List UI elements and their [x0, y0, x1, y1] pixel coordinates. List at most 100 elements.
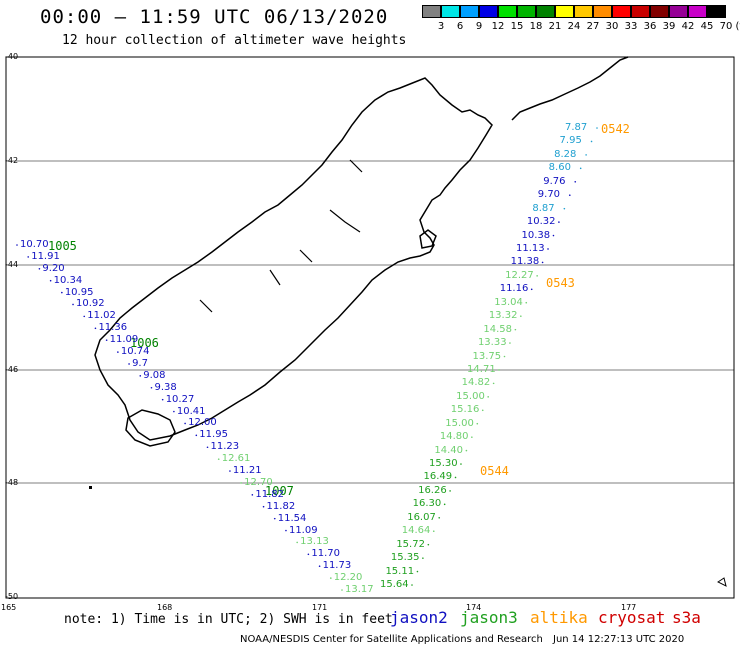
track-point: [427, 543, 430, 546]
track-point: [61, 291, 63, 294]
track-point: [590, 140, 593, 143]
track-point: [471, 436, 473, 438]
track-point: [83, 315, 86, 318]
wave-height-label: 10.38: [521, 229, 551, 241]
lon-label: 177: [621, 603, 637, 612]
wave-height-label: 13.13: [300, 536, 329, 548]
wave-height-label: 13.75: [472, 350, 502, 362]
track-point: [139, 375, 142, 377]
track-point: [262, 505, 265, 508]
wave-height-label: 9.7: [132, 357, 148, 369]
track-point: [161, 398, 164, 401]
legend-label: 70: [719, 21, 733, 32]
wave-height-label: 15.16: [450, 404, 480, 416]
track-point: [128, 363, 130, 365]
track-west-dots: [16, 244, 343, 591]
sat-jason2: jason2: [390, 608, 448, 627]
track-point: [16, 244, 18, 246]
track-point: [416, 570, 419, 573]
sat-jason3: jason3: [460, 608, 518, 627]
track-point: [206, 446, 209, 449]
wave-height-label: 10.95: [64, 286, 94, 298]
wave-height-label: 16.07: [407, 511, 436, 523]
legend-label: 21: [548, 21, 562, 32]
wave-height-label: 10.41: [176, 405, 206, 417]
track-point: [492, 382, 495, 385]
lon-label: 174: [466, 603, 482, 612]
legend-swatch: [669, 5, 688, 18]
legend-label: 9: [475, 21, 483, 32]
legend-label: 18: [529, 21, 543, 32]
legend-swatch: [593, 5, 612, 18]
wave-height-label: 8.87: [532, 202, 555, 214]
wave-height-label: 11.91: [31, 250, 60, 262]
track-point: [558, 221, 560, 223]
track-point: [481, 409, 484, 412]
footer-note: note: 1) Time is in UTC; 2) SWH is in fe…: [64, 612, 393, 627]
wave-height-label: 9.76: [543, 175, 566, 187]
track-point: [509, 342, 511, 344]
wave-height-label: 15.72: [396, 538, 425, 550]
wave-height-label: 9.70: [537, 189, 561, 201]
wave-height-label: 11.70: [311, 548, 341, 560]
lat-label: -46: [5, 365, 19, 374]
north-island-coastline: [511, 56, 629, 121]
wave-height-label: 16.26: [418, 484, 447, 496]
track-point: [432, 530, 435, 533]
track-point: [443, 503, 446, 506]
wave-height-label: 12.61: [221, 453, 251, 465]
legend-label: 30: [605, 21, 619, 32]
wave-height-label: 10.34: [53, 274, 83, 286]
wave-height-label: 14.82: [461, 377, 491, 389]
track-point: [547, 248, 549, 250]
legend-swatch: [441, 5, 460, 18]
track-point: [568, 194, 571, 197]
track-point: [307, 553, 310, 556]
wave-height-label: 7.87: [565, 122, 588, 133]
track-point: [229, 470, 231, 472]
legend-swatch: [574, 5, 593, 18]
track-point: [503, 355, 506, 358]
track-point: [117, 351, 119, 353]
wave-height-label: 15.11: [385, 565, 415, 577]
track-point: [520, 315, 522, 317]
wave-height-label: 11.09: [109, 334, 139, 346]
wave-height-label: 15.64: [380, 579, 409, 590]
legend-label: 39: [662, 21, 676, 32]
lon-label: 171: [312, 603, 328, 612]
time-label: 1007: [265, 484, 294, 498]
wave-height-label: 12.27: [505, 269, 534, 281]
legend-label: 45: [700, 21, 714, 32]
track-point: [465, 449, 468, 452]
wave-height-label: 15.00: [445, 417, 474, 429]
banks-peninsula: [419, 229, 437, 249]
track-point: [536, 275, 538, 277]
track-point: [184, 422, 186, 425]
track-point: [525, 301, 528, 304]
lat-label: -50: [5, 592, 19, 601]
track-point: [173, 410, 175, 413]
legend-label: 33: [624, 21, 638, 32]
track-point: [460, 463, 462, 465]
legend-swatch: [517, 5, 536, 18]
wave-height-label: 11.73: [322, 560, 352, 572]
time-label: 0543: [546, 276, 575, 290]
wave-height-label: 9.08: [143, 369, 166, 381]
track-point: [438, 516, 441, 519]
wave-height-label: 12.00: [188, 417, 217, 429]
legend-swatch: [422, 5, 441, 18]
track-point: [94, 327, 97, 330]
wave-height-label: 16.49: [423, 471, 453, 483]
track-point: [72, 303, 74, 306]
track-point: [195, 434, 198, 437]
legend-swatch: [555, 5, 574, 18]
wave-height-label: 12.20: [333, 572, 363, 584]
wave-height-label: 11.13: [516, 242, 545, 254]
track-point: [411, 584, 413, 586]
track-point: [579, 167, 582, 170]
wave-height-label: 14.80: [439, 431, 469, 443]
sat-cryosat: cryosat: [598, 608, 666, 627]
time-label: 1006: [130, 336, 159, 350]
time-label: 1005: [48, 239, 77, 253]
